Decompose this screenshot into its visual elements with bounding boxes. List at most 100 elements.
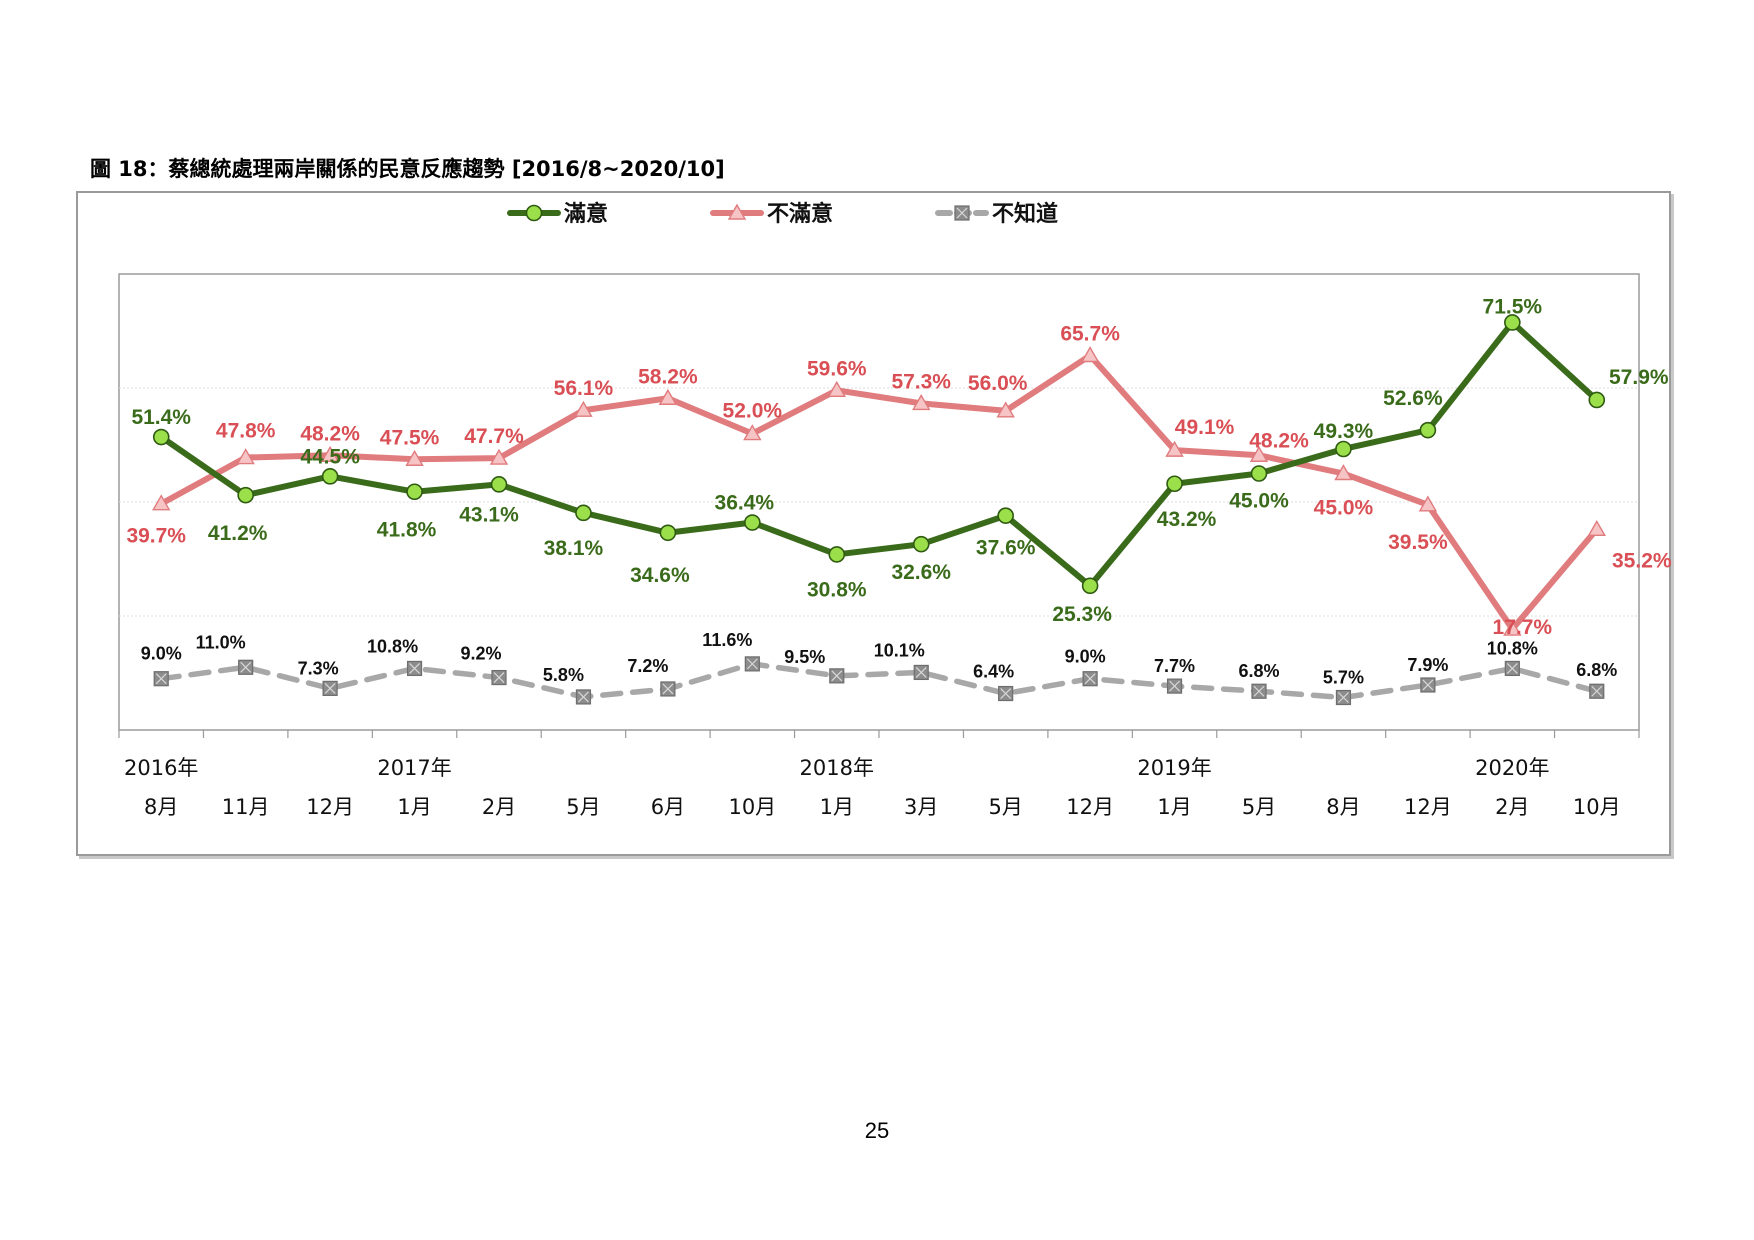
series-marker-2 (743, 424, 762, 441)
series-marker-3 (406, 660, 423, 677)
data-label-1: 49.3% (1314, 420, 1374, 443)
chart-frame: 滿意 不滿意 不知道 51.4% 41.2% 44.5% 41.8% 43.1% 38.1% 3… (76, 191, 1672, 856)
series-marker-2 (658, 388, 678, 405)
x-tick-label: 2月 (482, 795, 516, 819)
data-label-3: 7.2% (627, 656, 668, 676)
series-lines (152, 314, 1606, 706)
data-label-3: 9.0% (141, 644, 182, 664)
data-label-1: 25.3% (1052, 603, 1112, 626)
series-marker-2 (1503, 619, 1522, 636)
series-marker-3 (1420, 677, 1436, 693)
series-marker-2 (236, 448, 255, 465)
series-marker-1 (152, 428, 170, 446)
series-marker-1 (237, 486, 254, 504)
data-labels: 51.4% 41.2% 44.5% 41.8% 43.1% 38.1% 34.6% 36.4%… (126, 295, 1671, 687)
legend-entry: 滿意 (564, 201, 608, 227)
series-line-2 (158, 352, 1600, 633)
x-tick-label: 12月 (306, 795, 354, 819)
x-tick-label: 2月 (1495, 795, 1529, 819)
data-label-2: 47.8% (216, 420, 276, 443)
data-label-1: 52.6% (1383, 387, 1443, 410)
series-marker-1 (1335, 440, 1352, 458)
data-label-2: 17.7% (1493, 616, 1553, 639)
series-marker-2 (912, 393, 931, 411)
legend-entry: 不知道 (992, 201, 1058, 227)
x-tick-label: 1月 (397, 795, 431, 819)
series-marker-2 (152, 494, 171, 511)
series-marker-2 (1080, 346, 1100, 363)
x-tick-label: 5月 (1242, 795, 1276, 819)
data-label-2: 35.2% (1612, 549, 1672, 572)
series-marker-3 (491, 669, 507, 686)
series-marker-3 (1589, 683, 1605, 699)
data-label-1: 71.5% (1483, 295, 1543, 318)
series-marker-1 (1419, 421, 1437, 439)
data-label-3: 6.4% (973, 662, 1014, 682)
data-label-3: 5.7% (1323, 668, 1364, 688)
series-marker-3 (913, 664, 929, 681)
series-marker-3 (1335, 689, 1352, 706)
x-tick-label: 6月 (651, 795, 685, 819)
x-tick-label: 10月 (1573, 795, 1621, 819)
series-marker-2 (996, 401, 1015, 418)
data-label-2: 56.1% (554, 377, 614, 400)
series-line-3 (158, 661, 1600, 701)
year-label: 2019年 (1137, 756, 1211, 780)
x-tick-label: 1月 (820, 795, 854, 819)
series-marker-2 (405, 449, 424, 466)
data-label-2: 57.3% (891, 370, 951, 393)
x-tick-label: 8月 (144, 795, 178, 819)
series-marker-2 (320, 445, 340, 462)
series-marker-3 (1166, 678, 1183, 694)
data-label-1: 51.4% (131, 406, 191, 429)
series-marker-3 (998, 685, 1014, 702)
series-marker-3 (1504, 660, 1520, 677)
series-marker-1 (490, 476, 508, 493)
series-marker-1 (912, 535, 930, 553)
data-label-1: 36.4% (715, 492, 775, 515)
series-marker-1 (1588, 391, 1606, 409)
data-label-2: 39.7% (126, 525, 186, 548)
series-marker-2 (1418, 495, 1438, 512)
series-marker-3 (153, 671, 169, 687)
year-label: 2016年 (124, 756, 198, 780)
gridlines (118, 273, 1640, 731)
data-label-2: 59.6% (807, 357, 867, 380)
data-label-1: 32.6% (891, 561, 951, 584)
data-label-3: 10.1% (874, 640, 925, 660)
data-label-2: 47.7% (464, 425, 524, 448)
series-line-1 (158, 319, 1600, 589)
x-tick-label: 3月 (904, 795, 938, 819)
legend-marker (727, 203, 747, 220)
data-label-2: 47.5% (380, 426, 440, 449)
data-label-2: 52.0% (723, 400, 783, 423)
data-label-1: 45.0% (1229, 490, 1289, 513)
legend: 滿意 不滿意 不知道 (507, 201, 1058, 227)
series-marker-1 (1504, 314, 1521, 331)
data-label-1: 37.6% (976, 537, 1036, 560)
data-label-3: 6.8% (1238, 661, 1279, 681)
legend-entry: 不滿意 (767, 201, 833, 227)
data-label-2: 48.2% (1249, 429, 1309, 452)
x-axis: 8月 11月 12月 1月 2月 5月 6月 10月 1月 3月 5月 12月 1月 5月 8月 12月 2月 1… (118, 730, 1640, 819)
series-marker-1 (406, 483, 423, 501)
data-label-3: 9.5% (784, 647, 825, 667)
series-marker-3 (744, 656, 760, 672)
page-number: 25 (864, 1118, 890, 1143)
data-label-1: 41.2% (208, 522, 268, 545)
x-tick-label: 11月 (222, 795, 270, 819)
data-label-3: 9.2% (460, 644, 501, 664)
legend-marker (525, 204, 543, 222)
series-marker-3 (575, 689, 592, 705)
data-label-1: 30.8% (807, 578, 867, 601)
data-label-1: 44.5% (300, 445, 360, 468)
data-label-2: 58.2% (638, 365, 698, 388)
data-label-1: 38.1% (544, 537, 604, 560)
series-marker-1 (321, 468, 339, 485)
series-marker-1 (659, 524, 677, 542)
x-tick-label: 5月 (566, 795, 600, 819)
data-label-1: 41.8% (377, 519, 437, 542)
x-tick-label: 5月 (988, 795, 1022, 819)
year-label: 2020年 (1475, 756, 1549, 780)
data-label-3: 7.9% (1407, 655, 1448, 675)
